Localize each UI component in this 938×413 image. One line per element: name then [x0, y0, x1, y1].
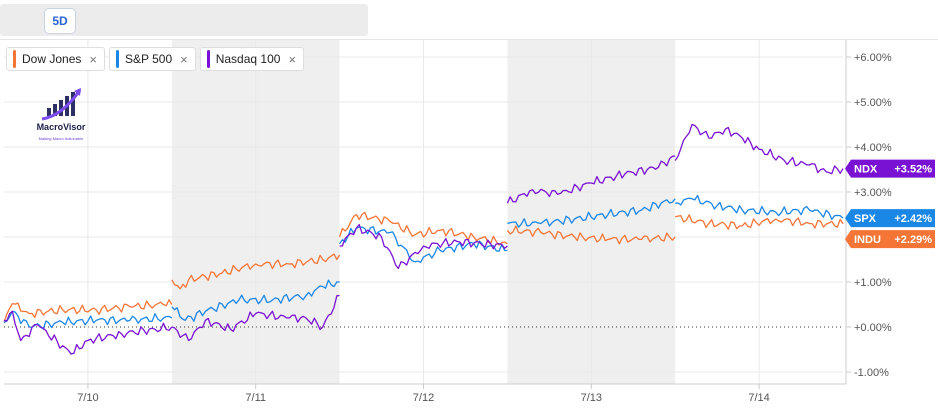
- badge-value: +2.42%: [894, 213, 932, 225]
- badge-ticker: SPX: [854, 213, 877, 225]
- range-5d-button[interactable]: 5D: [44, 8, 76, 34]
- bar-chart-logo-icon: [41, 88, 82, 121]
- y-tick-label: +0.00%: [854, 322, 892, 334]
- badge-value: +2.29%: [894, 234, 932, 246]
- x-tick-label: 7/11: [245, 392, 266, 404]
- y-tick-label: +1.00%: [854, 277, 892, 289]
- badge-value: +3.52%: [894, 164, 932, 176]
- series-line-indu-segment-3: [506, 225, 676, 245]
- series-line-indu-segment-1: [171, 253, 341, 290]
- logo-name: MacroVisor: [36, 122, 86, 132]
- y-tick-label: -1.00%: [854, 367, 889, 379]
- x-tick-label: 7/13: [581, 392, 602, 404]
- y-tick-label: +6.00%: [854, 52, 892, 64]
- last-value-badge-ndx: NDX +3.52%: [845, 159, 935, 178]
- series-line-indu-segment-4: [675, 214, 844, 230]
- nasdaq-100-color-swatch: [206, 50, 210, 68]
- y-tick-label: +3.00%: [854, 187, 892, 199]
- legend-label-nasdaq-100: Nasdaq 100: [215, 52, 281, 66]
- badge-background: [845, 209, 935, 228]
- logo-tagline: Making Macro Actionable: [38, 136, 84, 141]
- last-value-badges: NDX +3.52% SPX +2.42% INDU +2.29%: [845, 159, 935, 249]
- series-line-ndx-segment-0: [3, 310, 173, 355]
- legend: Dow Jones × S&P 500 × Nasdaq 100 ×: [6, 47, 305, 71]
- series-line-ndx-segment-3: [506, 155, 676, 204]
- remove-dow-jones-close-icon[interactable]: ×: [89, 51, 97, 67]
- sp-500-color-swatch: [115, 50, 119, 68]
- macrovisor-logo: MacroVisor Making Macro Actionable: [28, 86, 94, 148]
- top-toolbar: 5D: [0, 0, 938, 40]
- legend-chip-nasdaq-100[interactable]: Nasdaq 100 ×: [199, 47, 305, 71]
- series-line-ndx-segment-4: [674, 123, 844, 175]
- series-line-spx-segment-1: [171, 279, 340, 322]
- legend-chip-sp-500[interactable]: S&P 500 ×: [108, 47, 196, 71]
- series-lines: [3, 123, 844, 355]
- last-value-badge-spx: SPX +2.42%: [845, 209, 935, 228]
- x-tick-label: 7/14: [748, 392, 769, 404]
- last-value-badge-indu: INDU +2.29%: [845, 230, 935, 249]
- series-line-indu-segment-2: [338, 211, 508, 246]
- series-line-ndx-segment-2: [339, 223, 508, 270]
- badge-ticker: NDX: [854, 164, 878, 176]
- legend-label-sp-500: S&P 500: [124, 52, 173, 66]
- series-line-spx-segment-3: [507, 198, 676, 228]
- dow-jones-color-swatch: [13, 50, 16, 68]
- badge-ticker: INDU: [854, 234, 881, 246]
- series-line-spx-segment-4: [675, 194, 844, 220]
- y-tick-label: +5.00%: [854, 97, 892, 109]
- badge-background: [845, 230, 935, 249]
- series-line-ndx-segment-1: [171, 294, 340, 342]
- series-line-indu-segment-0: [3, 299, 173, 323]
- series-line-spx-segment-2: [339, 226, 508, 263]
- x-tick-label: 7/12: [413, 392, 434, 404]
- legend-label-dow-jones: Dow Jones: [22, 52, 82, 66]
- badge-background: [845, 159, 935, 178]
- legend-chip-dow-jones[interactable]: Dow Jones ×: [6, 47, 105, 71]
- remove-nasdaq-100-close-icon[interactable]: ×: [288, 51, 297, 67]
- remove-sp-500-close-icon[interactable]: ×: [180, 51, 188, 67]
- x-tick-label: 7/10: [77, 392, 98, 404]
- axes: +6.00%+5.00%+4.00%+3.00%+2.00%+1.00%+0.0…: [4, 40, 892, 404]
- y-tick-label: +4.00%: [854, 142, 892, 154]
